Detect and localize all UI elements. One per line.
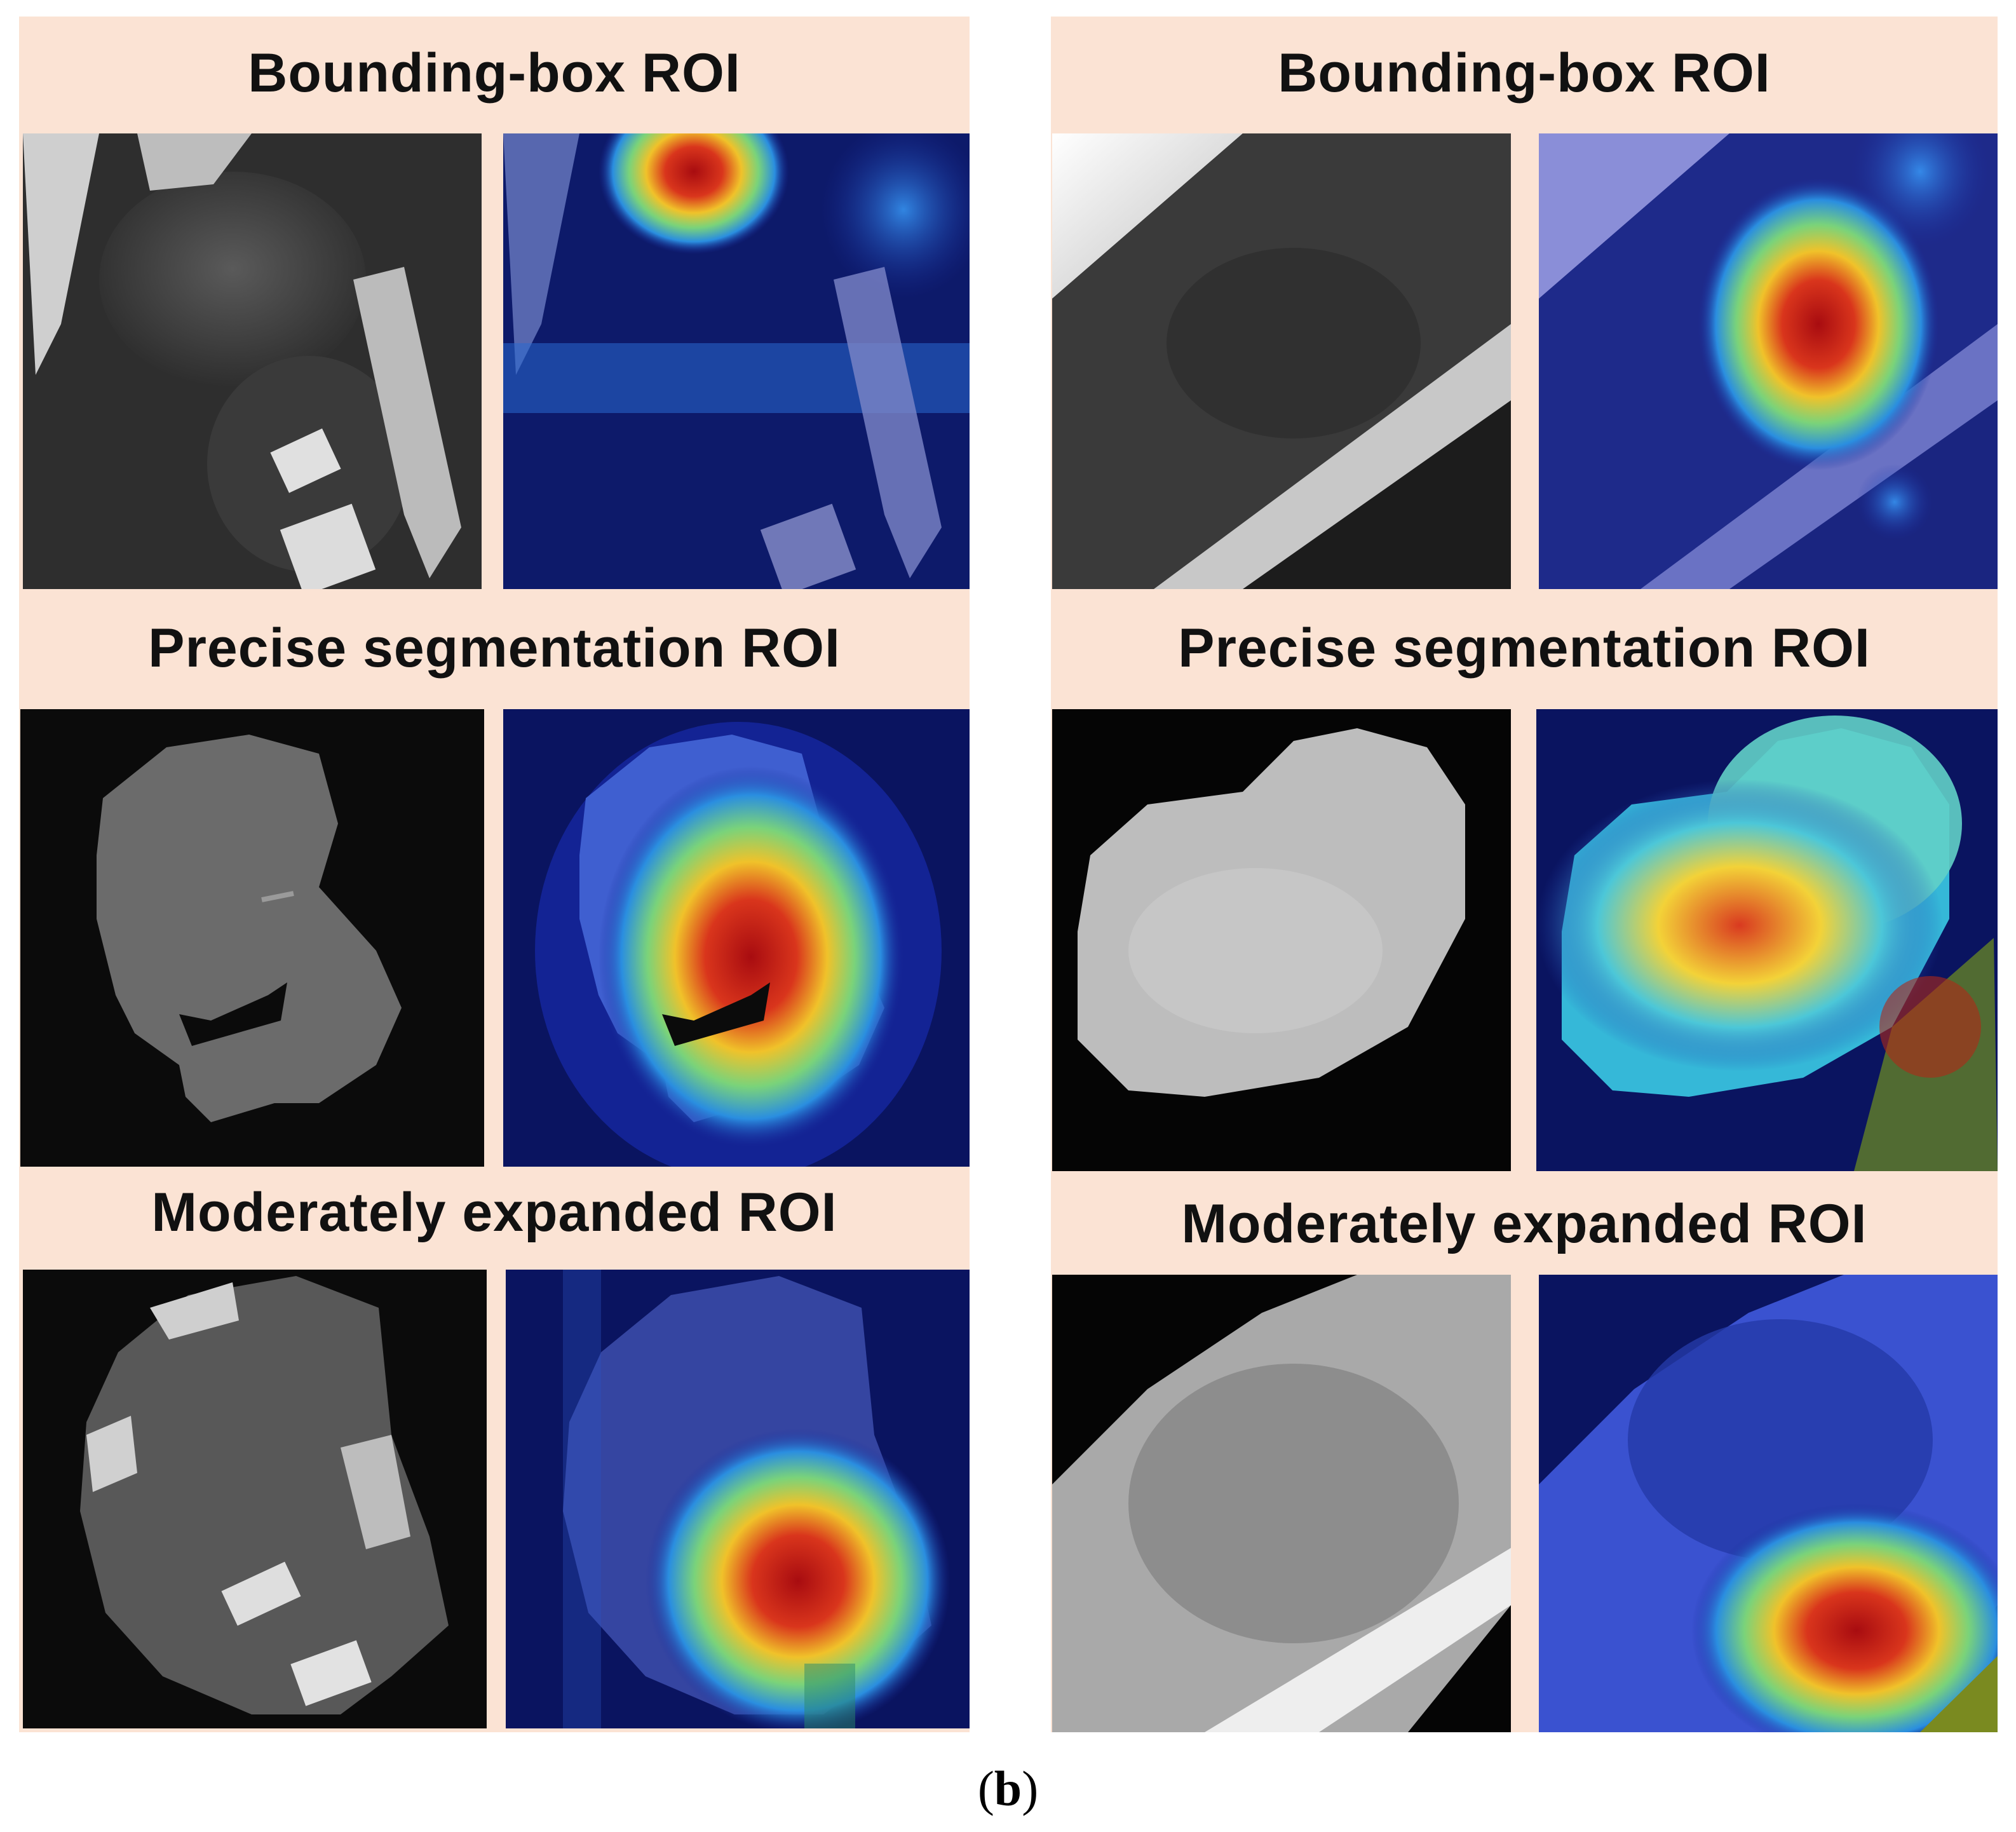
heatmap-precise-segmentation-left [503, 709, 970, 1167]
row-title-precise-segmentation-left: Precise segmentation ROI [148, 617, 841, 679]
ct-image-moderately-expanded-right [1052, 1275, 1511, 1732]
row-title-bounding-box-right: Bounding-box ROI [1278, 42, 1771, 104]
row-title-precise-segmentation-right: Precise segmentation ROI [1178, 617, 1871, 679]
heatmap-moderately-expanded-left [506, 1270, 970, 1728]
figure-caption: (b) [0, 1760, 2016, 1817]
caption-letter: b [994, 1761, 1022, 1816]
caption-close-paren: ) [1022, 1761, 1039, 1816]
heatmap-precise-segmentation-right [1536, 709, 1998, 1171]
row-title-moderately-expanded-left: Moderately expanded ROI [151, 1182, 837, 1243]
caption-open-paren: ( [977, 1761, 994, 1816]
heatmap-bounding-box-left [503, 133, 970, 589]
row-title-bounding-box-left: Bounding-box ROI [248, 42, 741, 104]
row-title-moderately-expanded-right: Moderately expanded ROI [1181, 1193, 1867, 1254]
right-figure-column: Bounding-box ROI Precise segmentation RO… [1051, 17, 1998, 1732]
ct-image-precise-segmentation-left [20, 709, 484, 1167]
heatmap-moderately-expanded-right [1539, 1275, 1998, 1732]
ct-image-precise-segmentation-right [1052, 709, 1511, 1171]
ct-image-bounding-box-left [23, 133, 482, 589]
ct-image-bounding-box-right [1052, 133, 1511, 589]
ct-image-moderately-expanded-left [23, 1270, 487, 1728]
heatmap-bounding-box-right [1539, 133, 1998, 589]
left-figure-column: Bounding-box ROI Precise segmentation RO… [19, 17, 970, 1732]
